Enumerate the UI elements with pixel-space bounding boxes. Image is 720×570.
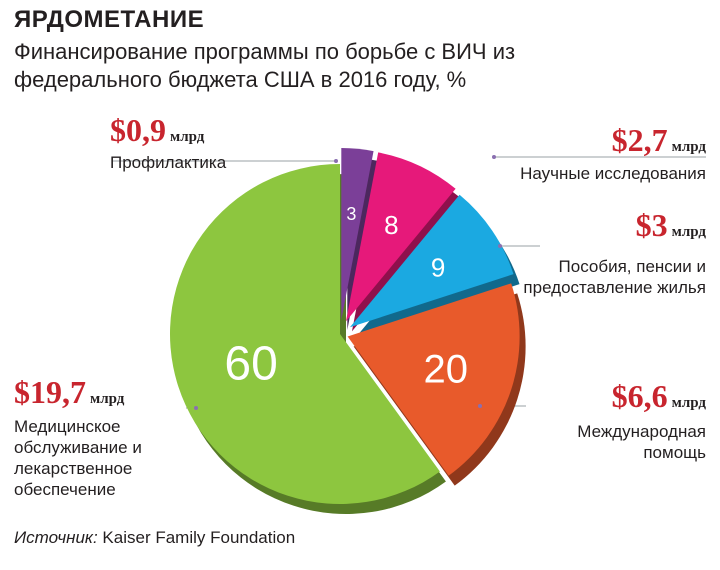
pie-value-label-benefits: 9 xyxy=(431,252,445,282)
amount-prevention-unit: млрд xyxy=(170,129,205,145)
pie-slice-international xyxy=(347,283,520,476)
label-research: Научные исследования xyxy=(520,164,706,183)
amount-medical: $19,7 млрд xyxy=(14,374,124,411)
chart-title: Финансирование программы по борьбе с ВИЧ… xyxy=(14,39,516,92)
amount-international-value: $6,6 xyxy=(611,378,668,414)
label-medical: Медицинское обслуживание и лекарственное… xyxy=(14,417,142,499)
amount-research-unit: млрд xyxy=(671,139,706,155)
source-label: Источник: xyxy=(14,528,98,547)
source-note: Источник: Kaiser Family Foundation xyxy=(14,528,295,548)
leader-dot-research xyxy=(492,155,496,159)
pie-value-label-medical: 60 xyxy=(224,338,277,391)
amount-prevention: $0,9 млрд xyxy=(110,112,204,149)
pie-value-label-prevention: 3 xyxy=(346,204,356,224)
pie-slice-prevention xyxy=(341,148,374,321)
label-prevention: Профилактика xyxy=(110,153,227,172)
leader-dot-international xyxy=(478,404,482,408)
pie-slice-benefits xyxy=(349,194,514,328)
leader-dot-medical xyxy=(194,406,198,410)
leader-dot-benefits xyxy=(498,244,502,248)
amount-research-value: $2,7 xyxy=(611,122,668,158)
source-value: Kaiser Family Foundation xyxy=(102,528,296,547)
amount-benefits-unit: млрд xyxy=(671,224,706,240)
chart-kicker: ЯРДОМЕТАНИЕ xyxy=(14,6,205,33)
amount-benefits-value: $3 xyxy=(635,207,668,243)
leader-dot-prevention xyxy=(334,159,338,163)
pie-slice-research xyxy=(345,152,456,322)
pie-value-label-international: 20 xyxy=(424,347,469,391)
label-international: Международная помощь xyxy=(577,422,706,462)
amount-medical-unit: млрд xyxy=(90,391,125,407)
amount-benefits: $3 млрд xyxy=(636,207,706,244)
pie-value-label-research: 8 xyxy=(384,210,398,240)
pie-slice-medical xyxy=(169,164,440,504)
amount-medical-value: $19,7 xyxy=(14,374,86,410)
amount-prevention-value: $0,9 xyxy=(110,112,166,148)
amount-international-unit: млрд xyxy=(671,395,706,411)
label-benefits: Пособия, пенсии и предоставление жилья xyxy=(523,257,706,297)
amount-research: $2,7 млрд xyxy=(612,122,706,159)
amount-international: $6,6 млрд xyxy=(612,378,706,415)
